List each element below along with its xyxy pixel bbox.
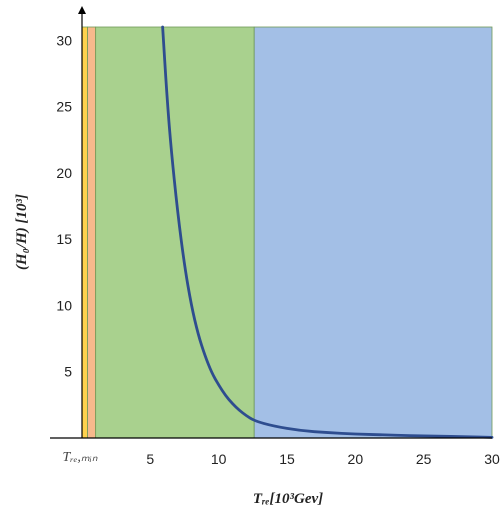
region-2	[95, 26, 255, 439]
y-tick-label: 20	[56, 165, 72, 181]
y-tick-label: 10	[56, 297, 72, 313]
y-tick-label: 30	[56, 32, 72, 48]
y-tick-label: 15	[56, 231, 72, 247]
axes	[50, 6, 492, 439]
region-0	[81, 26, 88, 439]
series-layer	[161, 25, 494, 439]
y-tick-label: 5	[64, 364, 72, 380]
x-tick-label: 20	[348, 451, 364, 467]
region-3	[253, 26, 493, 439]
x-axis-title: Tᵣₑ[10³Gev]	[253, 491, 323, 507]
x-special-tick-label: Tᵣₑ,ₘᵢₙ	[63, 450, 98, 465]
series-line-0	[161, 25, 494, 439]
y-tick-labels: 5 10 15 20 25 30	[56, 32, 72, 379]
x-tick-label: 10	[211, 451, 227, 467]
x-tick-label: 30	[484, 451, 500, 467]
x-tick-label: 5	[146, 451, 154, 467]
region-1	[87, 26, 97, 439]
x-tick-label: 25	[416, 451, 432, 467]
shaded-regions	[81, 26, 493, 439]
x-tick-labels: 5 10 15 20 25 30	[146, 451, 500, 467]
y-axis-arrow	[78, 6, 86, 14]
y-axis-title: (H₀/H) [10³]	[14, 194, 30, 270]
x-tick-label: 15	[279, 451, 295, 467]
y-tick-label: 25	[56, 99, 72, 115]
